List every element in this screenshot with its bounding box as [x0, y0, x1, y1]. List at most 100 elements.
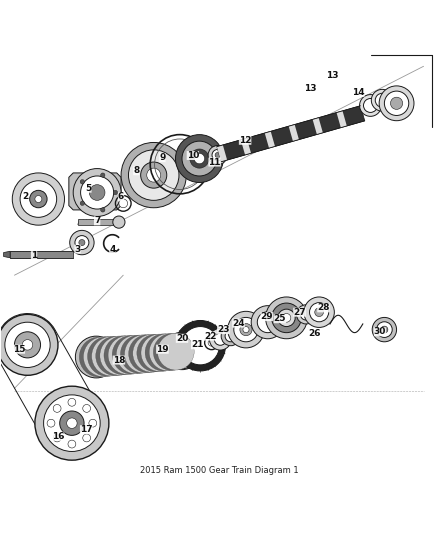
- Circle shape: [208, 339, 215, 346]
- Text: 2: 2: [22, 192, 28, 201]
- Text: 1: 1: [31, 251, 37, 260]
- Text: 18: 18: [113, 356, 125, 365]
- Circle shape: [190, 149, 209, 168]
- Circle shape: [194, 154, 205, 164]
- Circle shape: [68, 398, 76, 406]
- Circle shape: [22, 340, 33, 350]
- Circle shape: [137, 334, 174, 372]
- Circle shape: [251, 305, 284, 339]
- Text: 14: 14: [352, 88, 364, 97]
- Circle shape: [372, 318, 396, 342]
- Circle shape: [214, 333, 226, 345]
- Polygon shape: [289, 125, 299, 141]
- Circle shape: [113, 190, 117, 195]
- Text: 12: 12: [239, 136, 251, 145]
- Circle shape: [101, 208, 105, 212]
- Circle shape: [104, 336, 143, 375]
- Text: 21: 21: [191, 341, 204, 349]
- Circle shape: [100, 336, 139, 375]
- Circle shape: [83, 434, 91, 442]
- Circle shape: [297, 305, 316, 324]
- Circle shape: [164, 333, 200, 370]
- Circle shape: [221, 327, 240, 346]
- Circle shape: [88, 337, 127, 376]
- Text: 17: 17: [80, 425, 92, 434]
- Text: 16: 16: [52, 432, 64, 441]
- Circle shape: [68, 440, 76, 448]
- Circle shape: [47, 419, 55, 427]
- Text: 23: 23: [217, 325, 230, 334]
- Text: 28: 28: [317, 303, 330, 312]
- Circle shape: [375, 93, 389, 107]
- Text: 6: 6: [118, 192, 124, 201]
- Text: 13: 13: [304, 84, 317, 93]
- Circle shape: [215, 152, 220, 158]
- Circle shape: [176, 135, 223, 182]
- Circle shape: [153, 334, 190, 370]
- Circle shape: [73, 168, 121, 216]
- Circle shape: [176, 344, 188, 357]
- Circle shape: [67, 418, 77, 429]
- Circle shape: [243, 327, 249, 333]
- Text: 25: 25: [274, 314, 286, 323]
- Circle shape: [364, 99, 378, 112]
- Polygon shape: [349, 108, 359, 124]
- Circle shape: [92, 336, 131, 376]
- Circle shape: [90, 351, 103, 364]
- Circle shape: [234, 318, 258, 342]
- Polygon shape: [4, 251, 10, 258]
- Circle shape: [35, 386, 109, 460]
- Circle shape: [360, 94, 381, 116]
- Circle shape: [124, 335, 162, 373]
- Circle shape: [83, 405, 91, 413]
- Circle shape: [83, 337, 123, 377]
- Circle shape: [157, 333, 194, 370]
- Circle shape: [12, 173, 64, 225]
- Polygon shape: [217, 145, 227, 161]
- Circle shape: [385, 91, 409, 116]
- Polygon shape: [229, 142, 239, 158]
- Text: 29: 29: [261, 312, 273, 321]
- Text: 13: 13: [326, 70, 339, 79]
- Circle shape: [35, 196, 42, 203]
- Circle shape: [209, 328, 231, 350]
- Polygon shape: [325, 114, 335, 131]
- Circle shape: [80, 201, 85, 205]
- Text: 4: 4: [109, 245, 116, 254]
- Circle shape: [304, 297, 334, 327]
- Circle shape: [272, 303, 301, 333]
- Text: 15: 15: [13, 345, 25, 354]
- Circle shape: [315, 308, 323, 317]
- Polygon shape: [313, 118, 323, 134]
- Text: 5: 5: [85, 184, 92, 192]
- Circle shape: [391, 97, 403, 109]
- Circle shape: [257, 312, 278, 333]
- Polygon shape: [336, 111, 347, 128]
- Circle shape: [96, 336, 135, 376]
- Circle shape: [89, 419, 97, 427]
- Circle shape: [53, 405, 61, 413]
- Circle shape: [60, 411, 84, 435]
- Circle shape: [212, 149, 223, 161]
- Circle shape: [300, 309, 312, 320]
- Circle shape: [310, 303, 328, 322]
- Circle shape: [89, 184, 105, 200]
- Circle shape: [108, 336, 147, 375]
- Circle shape: [282, 313, 291, 322]
- Circle shape: [79, 239, 85, 246]
- Circle shape: [265, 297, 307, 339]
- Circle shape: [113, 216, 125, 228]
- Circle shape: [371, 90, 393, 111]
- Circle shape: [20, 181, 57, 217]
- Circle shape: [133, 335, 170, 372]
- Circle shape: [79, 337, 119, 377]
- Circle shape: [381, 326, 388, 333]
- Circle shape: [129, 335, 166, 373]
- Circle shape: [379, 86, 414, 120]
- Circle shape: [175, 320, 226, 371]
- Circle shape: [278, 309, 295, 327]
- Text: 27: 27: [293, 308, 306, 317]
- Circle shape: [0, 314, 58, 375]
- Text: 3: 3: [74, 245, 81, 254]
- Circle shape: [225, 330, 237, 342]
